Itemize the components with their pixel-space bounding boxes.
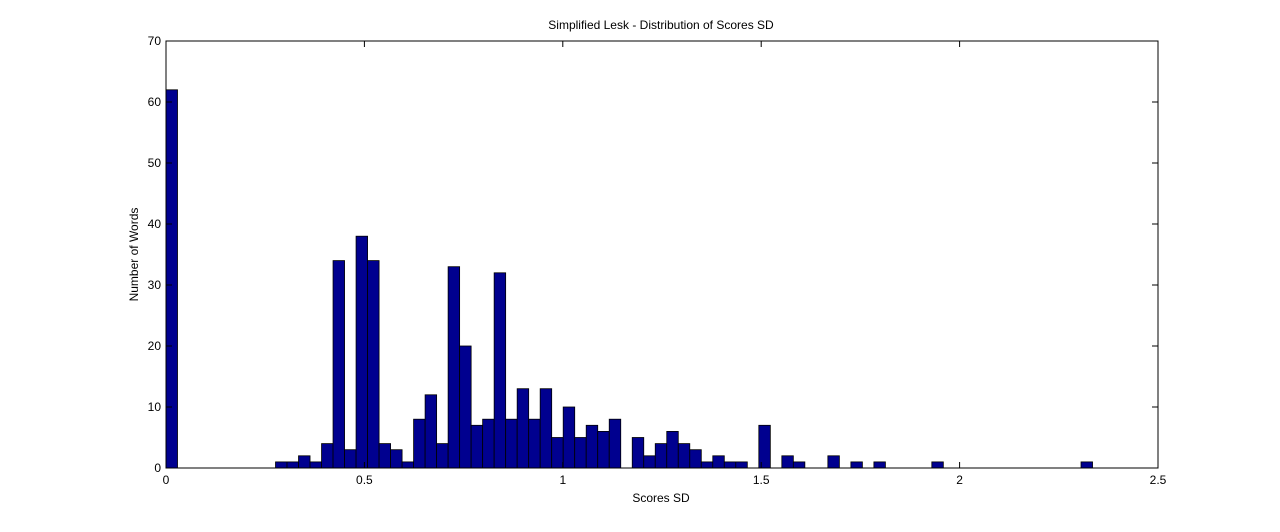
histogram-bar [597, 430, 610, 469]
histogram-bar [275, 461, 288, 469]
y-axis-label: Number of Words [127, 208, 141, 302]
histogram-bar [677, 443, 691, 469]
histogram-bar [424, 394, 438, 469]
histogram-bar [585, 424, 599, 469]
histogram-bar [413, 418, 426, 469]
histogram-bar [516, 388, 530, 469]
y-tick-label: 60 [148, 95, 162, 109]
histogram-bar [551, 437, 564, 469]
histogram-bar [608, 418, 622, 469]
ticks-group [165, 40, 1159, 469]
chart-title: Simplified Lesk - Distribution of Scores… [548, 18, 774, 32]
y-tick-label: 50 [148, 156, 162, 170]
y-tick-label: 40 [148, 217, 162, 231]
histogram-bar [781, 455, 794, 469]
x-tick-label: 1.5 [753, 473, 770, 487]
tick-labels-group: 0 0.5 1 1.5 2 2.5 0 10 20 30 40 50 60 70 [148, 34, 1167, 487]
histogram-bar [309, 461, 322, 469]
histogram-bar [286, 461, 299, 469]
histogram-bar [850, 461, 863, 469]
y-tick-label: 70 [148, 34, 162, 48]
histogram-bar [332, 260, 345, 469]
histogram-bar [378, 443, 391, 469]
histogram-bar [723, 461, 737, 469]
histogram-bar [401, 461, 415, 469]
histogram-bar [321, 443, 334, 469]
histogram-bar [643, 455, 656, 469]
histogram-bar [873, 461, 886, 469]
y-tick-label: 10 [148, 400, 162, 414]
histogram-bar [459, 345, 472, 469]
x-axis-label: Scores SD [632, 491, 690, 505]
bars-group [165, 89, 1093, 469]
histogram-bar [505, 418, 518, 469]
histogram-bar [165, 89, 178, 469]
histogram-bar [482, 418, 495, 469]
histogram-bar [447, 266, 461, 469]
x-tick-label: 0 [163, 473, 170, 487]
histogram-bar [1080, 461, 1093, 469]
x-tick-label: 2 [956, 473, 963, 487]
x-tick-label: 1 [559, 473, 566, 487]
y-tick-label: 0 [154, 461, 161, 475]
histogram-bar [528, 418, 541, 469]
histogram-bar [792, 461, 806, 469]
histogram-bar [700, 461, 714, 469]
histogram-bar [931, 461, 944, 469]
histogram-bar [735, 461, 748, 469]
histogram-bar [470, 424, 484, 469]
histogram-bar [631, 437, 645, 469]
histogram-bar [712, 455, 725, 469]
histogram-bar [493, 272, 507, 469]
histogram-bar [689, 449, 702, 469]
y-tick-label: 20 [148, 339, 162, 353]
histogram-bar [298, 455, 311, 469]
histogram-bar [344, 449, 357, 469]
histogram-bar [355, 235, 368, 469]
axes-box [165, 40, 1159, 469]
histogram-bar [827, 455, 840, 469]
histogram-bar [574, 437, 587, 469]
histogram-bar [539, 388, 553, 469]
histogram-bar [367, 260, 380, 469]
x-tick-label: 0.5 [356, 473, 373, 487]
histogram-bar [436, 443, 449, 469]
y-tick-label: 30 [148, 278, 162, 292]
histogram-bar [654, 443, 668, 469]
histogram-bar [666, 430, 679, 469]
histogram-bar [562, 406, 576, 469]
x-tick-label: 2.5 [1150, 473, 1167, 487]
histogram-bar [390, 449, 403, 469]
histogram-bar [758, 424, 771, 469]
